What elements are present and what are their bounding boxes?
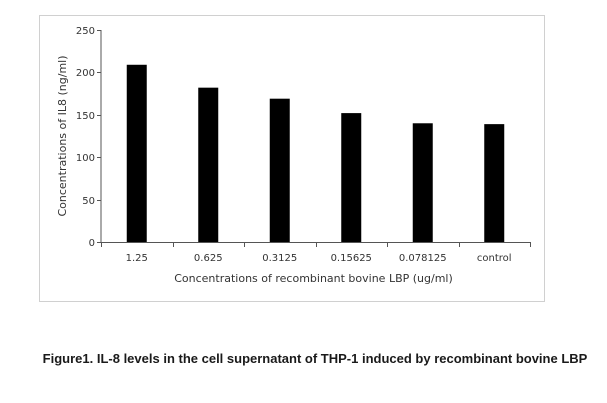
x-tick-label: 1.25 [126,253,148,264]
y-tick-label: 0 [89,238,95,249]
bar [412,123,433,242]
bars [126,64,505,242]
x-axis: 1.25 0.625 0.3125 0.15625 0.078125 control [101,242,531,264]
y-tick-label: 100 [76,153,95,164]
bar [126,64,147,242]
bar [484,124,505,242]
y-tick-label: 200 [76,68,95,79]
x-tick-label: 0.625 [194,253,223,264]
bar [198,87,219,242]
figure-caption: Figure1. IL-8 levels in the cell superna… [42,351,588,366]
bar [269,98,290,242]
y-tick-label: 250 [76,26,95,37]
x-axis-title: Concentrations of recombinant bovine LBP… [174,272,453,285]
x-tick-label: 0.15625 [331,253,372,264]
x-tick-label: control [477,253,512,264]
y-axis-title: Concentrations of IL8 (ng/ml) [56,55,69,216]
x-tick-label: 0.078125 [399,253,447,264]
y-tick-label: 150 [76,111,95,122]
bar-chart: 0 50 100 150 200 250 1.25 0.625 0.3125 0.15625 0.… [56,26,531,285]
y-axis: 0 50 100 150 200 250 [76,26,102,249]
x-tick-label: 0.3125 [262,253,297,264]
chart-frame [39,15,545,302]
bar [341,113,362,242]
y-tick-label: 50 [82,196,95,207]
